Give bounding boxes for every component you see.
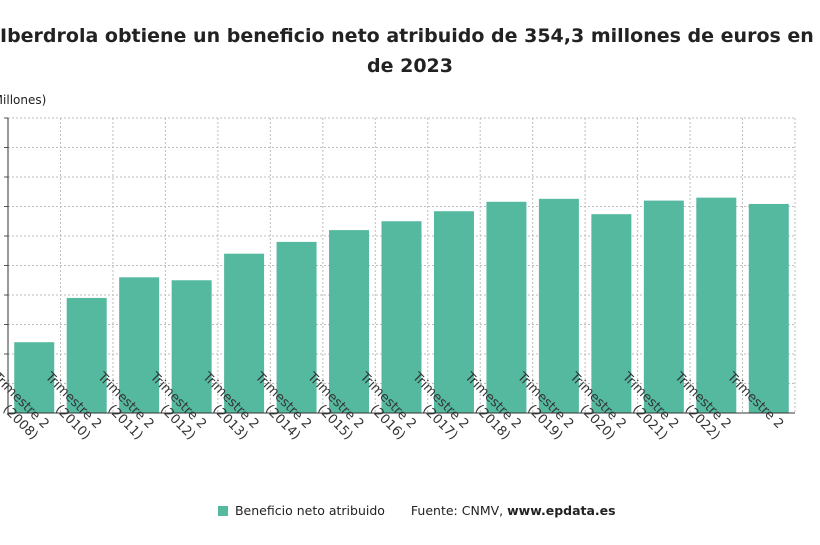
bar-chart: Trimestre 2(2008) Trimestre 2(2010) Trimes… [0, 117, 796, 443]
chart-title-line-1: Iberdrola obtiene un beneficio neto atri… [0, 25, 820, 47]
bar [119, 277, 160, 413]
bar [171, 280, 212, 413]
bar [224, 253, 265, 413]
chart-title: Iberdrola obtiene un beneficio neto atri… [0, 22, 820, 82]
bar [381, 221, 422, 413]
y-axis-label: (Millones) [0, 93, 58, 107]
bar [643, 200, 684, 413]
bar [329, 230, 370, 413]
chart-title-line-2: de 2023 [367, 55, 453, 77]
bars-group [14, 197, 789, 413]
bar [696, 197, 737, 413]
legend-label: Beneficio neto atribuido [234, 503, 385, 518]
bar [276, 241, 317, 413]
bar [591, 214, 632, 413]
legend: Beneficio neto atribuido Fuente: CNMV, w… [218, 503, 616, 518]
axis-group [7, 118, 795, 414]
bar [66, 297, 107, 413]
legend-swatch [218, 506, 228, 516]
bar [748, 203, 789, 413]
y-axis-label-text: (Millones) [0, 93, 47, 107]
bar [538, 198, 579, 413]
bar [14, 342, 55, 413]
source-text: Fuente: CNMV, [410, 503, 504, 518]
bar [486, 201, 527, 413]
bar [433, 211, 474, 413]
source-link[interactable]: www.epdata.es [507, 503, 616, 518]
